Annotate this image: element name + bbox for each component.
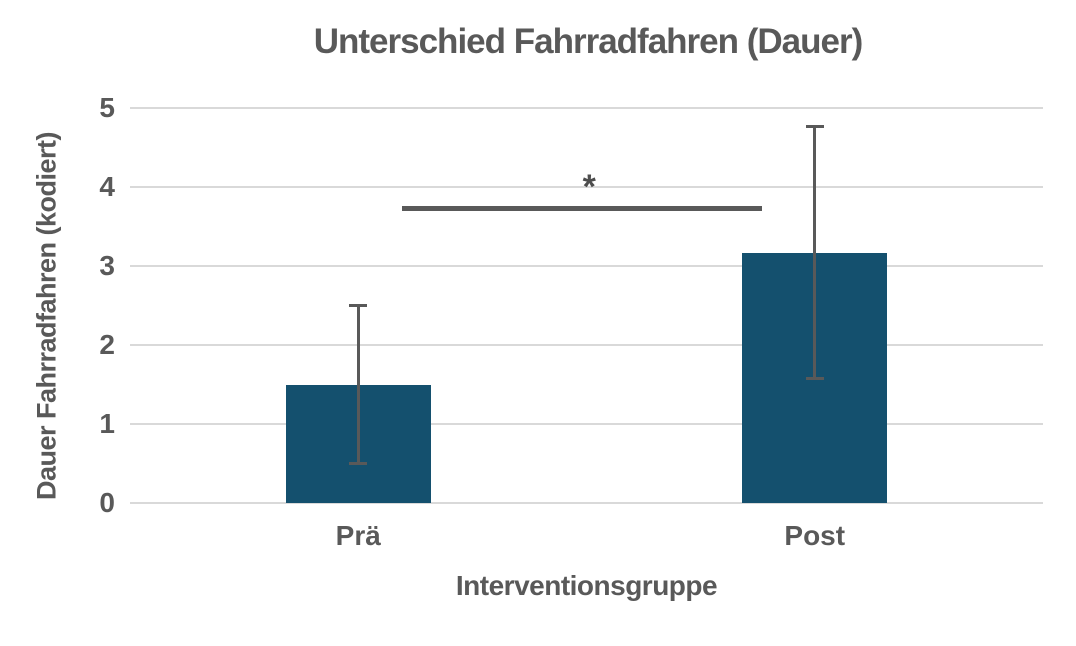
significance-line (402, 205, 762, 211)
x-axis-ticks: Prä Post (130, 520, 1043, 560)
y-axis-title: Dauer Fahrradfahren (kodiert) (31, 131, 62, 501)
x-tick-label: Prä (335, 520, 381, 551)
chart-title: Unterschied Fahrradfahren (Dauer) (313, 22, 864, 61)
y-axis-ticks: 0 1 2 3 4 5 (60, 94, 115, 517)
gridline (130, 423, 1043, 425)
error-bar-line (813, 126, 817, 379)
gridline (130, 502, 1043, 504)
gridline (130, 107, 1043, 109)
y-tick-label: 1 (99, 408, 115, 439)
gridline (130, 265, 1043, 267)
y-tick-label: 2 (99, 329, 115, 360)
y-tick-label: 0 (99, 487, 115, 518)
significance-asterisk: * (582, 168, 596, 207)
y-tick-label: 4 (99, 171, 115, 202)
error-bar-cap (805, 125, 824, 129)
gridline (130, 186, 1043, 188)
gridline (130, 344, 1043, 346)
error-bar-line (356, 305, 360, 464)
plot-area: * (130, 107, 1043, 504)
x-axis-title: Interventionsgruppe (455, 570, 718, 601)
y-tick-label: 5 (99, 92, 115, 123)
error-bar-cap (805, 376, 824, 380)
error-bar-cap (349, 304, 368, 307)
y-tick-label: 3 (99, 250, 115, 281)
x-tick-label: Post (784, 520, 846, 551)
error-bar-cap (349, 462, 368, 465)
